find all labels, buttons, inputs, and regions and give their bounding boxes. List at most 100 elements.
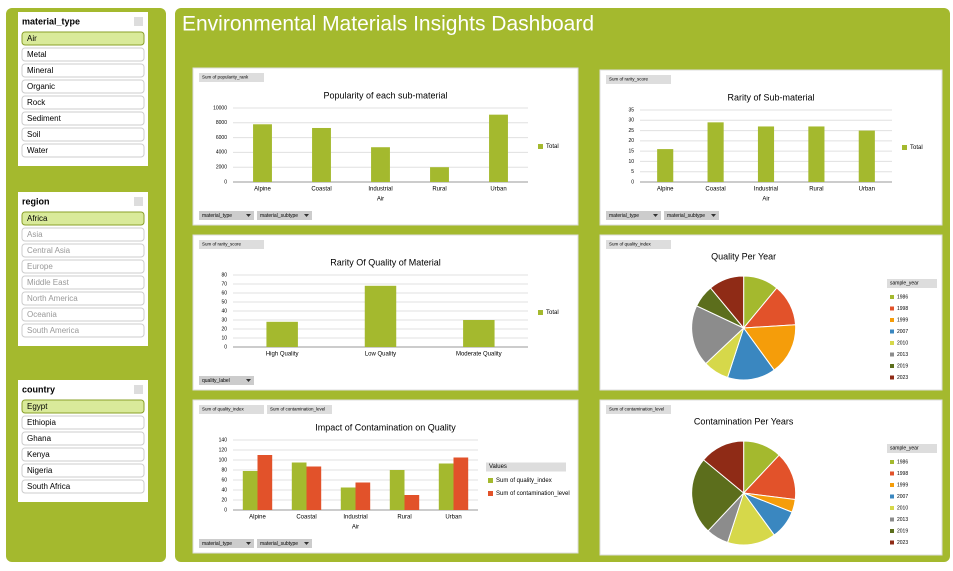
bar xyxy=(291,462,307,510)
slicer-item[interactable] xyxy=(21,211,145,226)
y-tick-label: 40 xyxy=(221,308,227,314)
slicer-item[interactable] xyxy=(21,463,145,478)
dropdown-arrow xyxy=(711,214,716,217)
slicer-item[interactable] xyxy=(21,323,145,338)
y-tick-label: 60 xyxy=(221,290,227,296)
slicer-item[interactable] xyxy=(21,47,145,62)
slicer-item[interactable] xyxy=(21,243,145,258)
y-tick-label: 100 xyxy=(219,457,228,463)
filter-label: material_subtype xyxy=(260,541,298,547)
bar xyxy=(355,482,371,510)
slicer-item[interactable] xyxy=(21,307,145,322)
slicer-item[interactable] xyxy=(21,79,145,94)
slicer-item[interactable] xyxy=(21,275,145,290)
legend-swatch xyxy=(890,506,894,510)
dashboard-title: Environmental Materials Insights Dashboa… xyxy=(182,13,594,36)
x-tick-label: Urban xyxy=(490,187,506,193)
legend-swatch xyxy=(890,306,894,311)
slicer-item[interactable] xyxy=(21,143,145,158)
legend-swatch xyxy=(538,310,543,315)
slicer-item[interactable] xyxy=(21,63,145,78)
pie-slice xyxy=(742,324,797,371)
field-button[interactable] xyxy=(606,75,671,84)
y-tick-label: 60 xyxy=(221,477,227,483)
legend-label: 2019 xyxy=(897,363,908,369)
slicer-item-label: Central Asia xyxy=(27,246,71,255)
y-tick-label: 35 xyxy=(628,107,634,113)
x-tick-label: Urban xyxy=(859,187,875,193)
slicer-item[interactable] xyxy=(21,415,145,430)
filter-button[interactable] xyxy=(199,376,254,385)
y-tick-label: 25 xyxy=(628,128,634,134)
field-button-label: Sum of quality_index xyxy=(609,242,652,247)
field-button-label: Sum of popularity_rank xyxy=(202,75,249,80)
slicer-item[interactable] xyxy=(21,31,145,46)
legend-title-box[interactable] xyxy=(887,444,937,453)
clear-filter-button[interactable] xyxy=(134,385,143,394)
field-button[interactable] xyxy=(199,240,264,249)
y-tick-label: 20 xyxy=(221,497,227,503)
legend-label: Sum of quality_index xyxy=(496,478,552,484)
y-tick-label: 80 xyxy=(221,467,227,473)
chart-title: Impact of Contamination on Quality xyxy=(315,422,456,432)
legend-swatch xyxy=(890,494,894,499)
bar xyxy=(489,114,508,182)
slicer-item[interactable] xyxy=(21,259,145,274)
y-tick-label: 8000 xyxy=(216,120,227,126)
slicer-title: material_type xyxy=(22,16,80,26)
legend-swatch xyxy=(890,329,894,334)
slicer-item-label: Mineral xyxy=(27,66,53,75)
slicer-item[interactable] xyxy=(21,479,145,494)
y-tick-label: 2000 xyxy=(216,165,227,171)
filter-button[interactable] xyxy=(199,211,254,220)
dropdown-arrow xyxy=(246,214,251,217)
clear-filter-button[interactable] xyxy=(134,17,143,26)
legend-title: sample_year xyxy=(890,445,919,451)
filter-button[interactable] xyxy=(257,211,312,220)
slicer-item[interactable] xyxy=(21,127,145,142)
legend-swatch xyxy=(902,145,907,150)
x-tick-label: Rural xyxy=(397,515,411,521)
y-tick-label: 20 xyxy=(221,326,227,332)
field-button[interactable] xyxy=(606,240,671,249)
legend-label: Total xyxy=(546,144,559,150)
legend-label: 2013 xyxy=(897,352,908,358)
slicer-item-label: Air xyxy=(27,34,37,43)
dropdown-arrow xyxy=(246,379,251,382)
field-button[interactable] xyxy=(267,405,332,414)
clear-filter-button[interactable] xyxy=(134,197,143,206)
legend-label: 2019 xyxy=(897,528,908,534)
bar xyxy=(453,457,469,510)
bar xyxy=(430,167,449,182)
slicer-item[interactable] xyxy=(21,447,145,462)
bar xyxy=(253,124,272,182)
slicer-item-label: Rock xyxy=(27,98,46,107)
legend-title-box[interactable] xyxy=(887,279,937,288)
filter-button[interactable] xyxy=(606,211,661,220)
slicer-item[interactable] xyxy=(21,111,145,126)
x-tick-label: Industrial xyxy=(368,187,392,193)
y-tick-label: 10 xyxy=(628,159,634,165)
slicer-item[interactable] xyxy=(21,227,145,242)
y-tick-label: 120 xyxy=(219,447,228,453)
field-button[interactable] xyxy=(199,73,264,82)
slicer-item[interactable] xyxy=(21,291,145,306)
slicer-item[interactable] xyxy=(21,399,145,414)
x-tick-label: High Quality xyxy=(266,352,299,358)
pie-slice xyxy=(726,491,775,546)
slicer-item-label: Asia xyxy=(27,230,43,239)
field-button[interactable] xyxy=(199,405,264,414)
y-tick-label: 70 xyxy=(221,281,227,287)
slicer-title: country xyxy=(22,384,55,394)
slicer-item[interactable] xyxy=(21,95,145,110)
x-tick-label: Alpine xyxy=(249,515,266,521)
filter-button[interactable] xyxy=(664,211,719,220)
filter-label: material_subtype xyxy=(667,213,705,219)
slicer-item[interactable] xyxy=(21,431,145,446)
legend-swatch xyxy=(890,483,894,487)
filter-button[interactable] xyxy=(257,539,312,548)
legend-label: 1986 xyxy=(897,459,908,465)
filter-button[interactable] xyxy=(199,539,254,548)
field-button[interactable] xyxy=(606,405,671,414)
